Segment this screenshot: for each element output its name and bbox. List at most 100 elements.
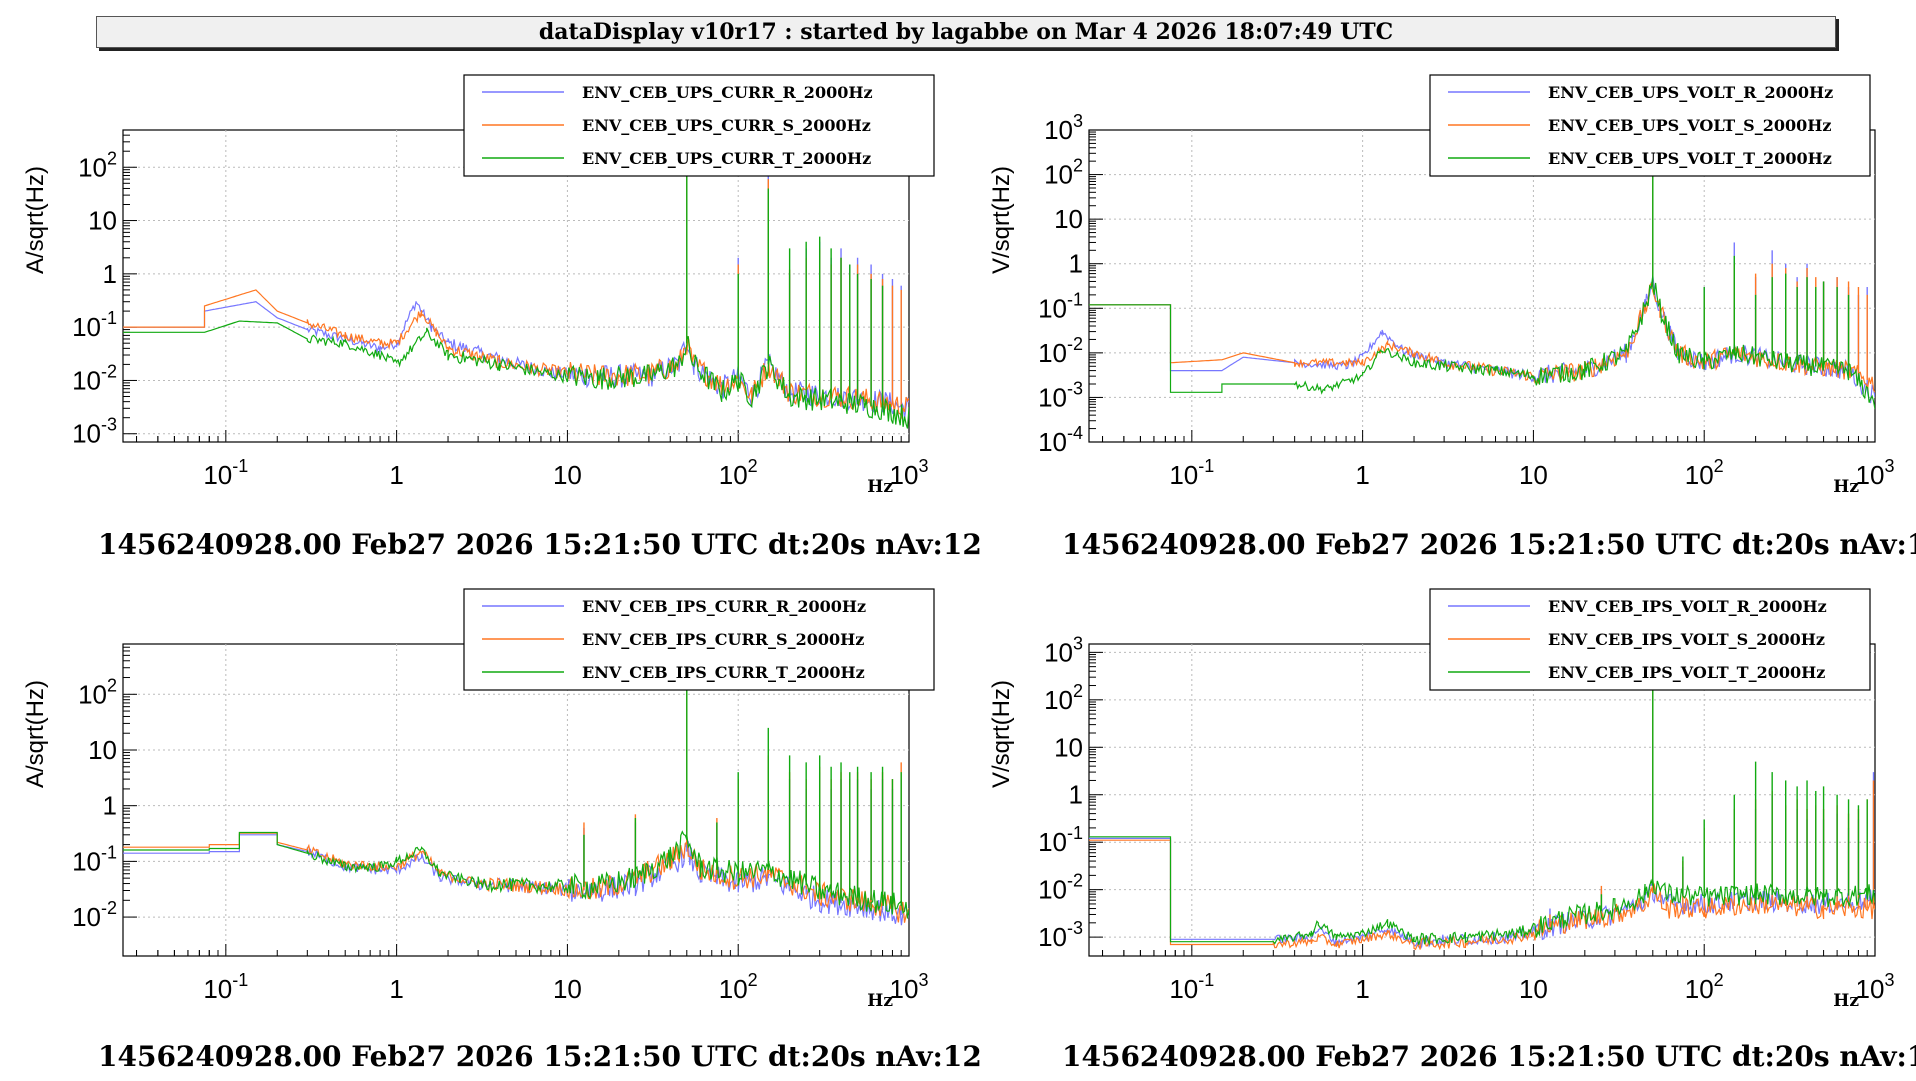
x-tick-base: 10 (1856, 460, 1885, 490)
y-tick-label: 1 (1069, 780, 1083, 810)
y-axis-label: A/sqrt(Hz) (22, 166, 49, 274)
x-tick-label: 10 (553, 460, 582, 490)
y-tick-label: 10-1 (72, 308, 117, 342)
x-tick-base: 10 (203, 974, 232, 1004)
legend-label: ENV_CEB_UPS_VOLT_S_2000Hz (1548, 116, 1831, 135)
y-tick-exp: -2 (1067, 334, 1083, 354)
x-axis-label: Hz (1833, 991, 1859, 1011)
y-tick-label: 10-1 (72, 842, 117, 876)
chart-panel-1: 10-1 1 10 102 10310-410-310-210-1110102103V/… (988, 74, 1894, 497)
x-tick-exp: 3 (918, 970, 928, 990)
x-tick-base: 10 (890, 974, 919, 1004)
x-tick-label: 10 (553, 974, 582, 1004)
plot-frame (1088, 129, 1876, 443)
y-tick-label: 10-2 (1038, 871, 1083, 905)
y-tick-label: 10-2 (72, 361, 117, 395)
y-tick-exp: -3 (101, 415, 117, 435)
header-title: dataDisplay v10r17 : started by lagabbe … (96, 16, 1836, 48)
legend-label: ENV_CEB_IPS_VOLT_S_2000Hz (1548, 630, 1825, 649)
x-tick-base: 10 (1856, 974, 1885, 1004)
y-axis-label: V/sqrt(Hz) (988, 166, 1015, 274)
y-tick-label: 10-2 (72, 898, 117, 932)
series-line-ENV_CEB_IPS_CURR_T_2000Hz (123, 830, 909, 919)
x-axis-label: Hz (867, 991, 893, 1011)
x-tick-exp: -1 (1198, 456, 1214, 476)
x-tick-exp: 2 (1714, 970, 1724, 990)
x-tick-base: 10 (719, 460, 748, 490)
y-tick-label: 103 (1044, 633, 1083, 667)
y-tick-exp: -2 (101, 898, 117, 918)
plot-frame (122, 643, 910, 957)
x-tick-base: 10 (719, 974, 748, 1004)
series-line-ENV_CEB_IPS_CURR_S_2000Hz (123, 832, 909, 923)
y-tick-label: 10 (88, 206, 117, 236)
x-tick-label: 10 (1519, 460, 1548, 490)
x-tick-exp: -1 (232, 456, 248, 476)
x-tick-base: 10 (1685, 460, 1714, 490)
y-tick-label: 10 (1054, 732, 1083, 762)
x-tick-exp: 3 (918, 456, 928, 476)
y-tick-base: 10 (1044, 160, 1073, 190)
y-tick-base: 10 (1044, 115, 1073, 145)
x-tick-base: 10 (1685, 974, 1714, 1004)
x-tick-label: 10-1 (1169, 970, 1214, 1004)
y-tick-exp: 2 (1073, 681, 1083, 701)
x-tick-label: 1 (1355, 974, 1369, 1004)
y-tick-base: 10 (1038, 293, 1067, 323)
legend-label: ENV_CEB_IPS_CURR_S_2000Hz (582, 630, 864, 649)
x-tick-label: 102 (719, 970, 758, 1004)
x-tick-base: 10 (890, 460, 919, 490)
plot-footer-2: 1456240928.00 Feb27 2026 15:21:50 UTC dt… (98, 1040, 982, 1073)
x-axis-label: Hz (867, 477, 893, 497)
y-tick-label: 10-3 (1038, 918, 1083, 952)
y-tick-exp: -3 (1067, 378, 1083, 398)
plot-footer-3: 1456240928.00 Feb27 2026 15:21:50 UTC dt… (1062, 1040, 1916, 1073)
y-tick-label: 102 (78, 675, 117, 709)
y-tick-base: 10 (1038, 875, 1067, 905)
series-line-ENV_CEB_IPS_VOLT_T_2000Hz (1089, 836, 1875, 946)
y-tick-label: 10-1 (1038, 823, 1083, 857)
legend-label: ENV_CEB_UPS_VOLT_T_2000Hz (1548, 149, 1832, 168)
y-tick-base: 10 (1038, 338, 1067, 368)
x-tick-label: 103 (1856, 970, 1895, 1004)
y-tick-exp: -1 (101, 308, 117, 328)
legend-label: ENV_CEB_UPS_CURR_S_2000Hz (582, 116, 871, 135)
y-tick-exp: 2 (1073, 156, 1083, 176)
x-tick-exp: 3 (1884, 970, 1894, 990)
x-tick-base: 10 (1169, 974, 1198, 1004)
legend-label: ENV_CEB_UPS_VOLT_R_2000Hz (1548, 83, 1833, 102)
y-tick-exp: -1 (1067, 823, 1083, 843)
y-tick-exp: 2 (107, 675, 117, 695)
y-tick-base: 10 (1038, 827, 1067, 857)
chart-panel-0: 10-1 1 10 102 10310-310-210-1110102A/sqrt(Hz… (22, 74, 935, 497)
y-tick-label: 10-1 (1038, 289, 1083, 323)
x-tick-label: 1 (1355, 460, 1369, 490)
y-tick-exp: -2 (1067, 871, 1083, 891)
legend-label: ENV_CEB_UPS_CURR_R_2000Hz (582, 83, 873, 102)
x-tick-label: 10-1 (1169, 456, 1214, 490)
y-tick-label: 102 (1044, 156, 1083, 190)
y-tick-label: 10 (1054, 204, 1083, 234)
y-tick-exp: -4 (1067, 423, 1083, 443)
y-tick-label: 103 (1044, 111, 1083, 145)
y-tick-label: 102 (1044, 681, 1083, 715)
series-line-ENV_CEB_UPS_VOLT_T_2000Hz (1089, 275, 1875, 410)
y-tick-label: 102 (78, 148, 117, 182)
y-tick-base: 10 (72, 365, 101, 395)
plot-footer-1: 1456240928.00 Feb27 2026 15:21:50 UTC dt… (1062, 528, 1916, 561)
y-tick-label: 10-3 (1038, 378, 1083, 412)
y-tick-base: 10 (78, 679, 107, 709)
y-tick-label: 1 (103, 791, 117, 821)
x-tick-label: 1 (389, 974, 403, 1004)
y-tick-base: 10 (72, 846, 101, 876)
x-axis-label: Hz (1833, 477, 1859, 497)
y-tick-base: 10 (72, 312, 101, 342)
y-tick-base: 10 (1038, 382, 1067, 412)
legend-label: ENV_CEB_IPS_VOLT_T_2000Hz (1548, 663, 1825, 682)
x-tick-base: 10 (1169, 460, 1198, 490)
y-tick-label: 10 (88, 735, 117, 765)
legend-label: ENV_CEB_UPS_CURR_T_2000Hz (582, 149, 871, 168)
x-tick-exp: 3 (1884, 456, 1894, 476)
chart-panel-3: 10-1 1 10 102 10310-310-210-1110102103V/sqrt… (988, 588, 1895, 1011)
